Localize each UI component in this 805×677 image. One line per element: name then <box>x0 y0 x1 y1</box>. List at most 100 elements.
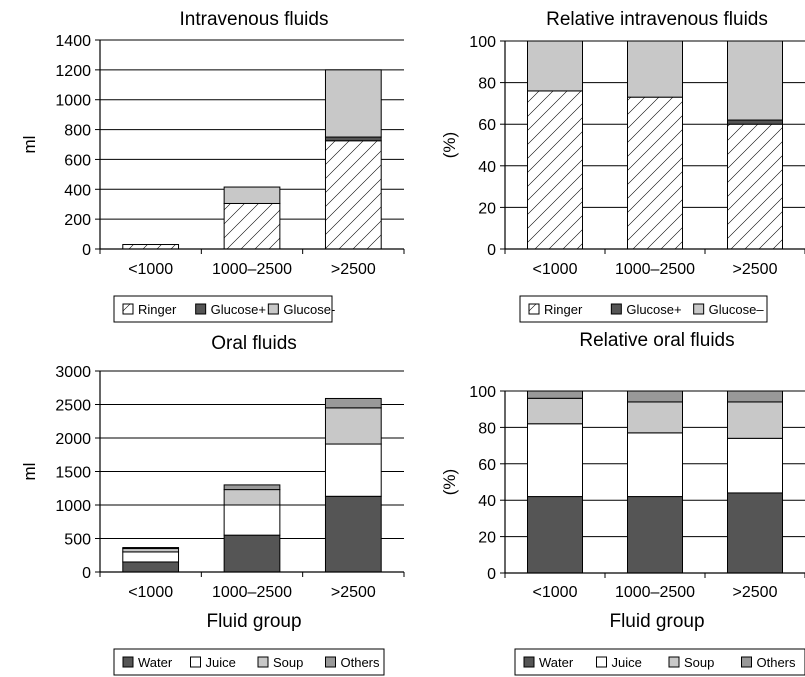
bar-juice-2 <box>627 432 683 498</box>
bar-glucose--3 <box>324 69 382 138</box>
x-axis-label: Fluid group <box>609 611 704 632</box>
y-tick-label: 20 <box>478 200 496 217</box>
bar-others-1 <box>527 390 583 399</box>
bar-ringer-1 <box>122 244 180 250</box>
bar-soup-2 <box>627 401 683 434</box>
legend-swatch <box>741 656 752 668</box>
y-tick-label: 20 <box>478 530 496 547</box>
legend-label: Water <box>539 655 574 670</box>
y-axis-label: (%) <box>440 132 459 158</box>
legend: Ringer Glucose+ Glucose- <box>113 295 335 323</box>
x-tick-label: 1000–2500 <box>212 584 292 601</box>
x-tick-label: >2500 <box>733 584 778 601</box>
bar-juice-1 <box>122 551 180 563</box>
y-tick-label: 100 <box>469 34 496 51</box>
chart-panel-2: Relative intravenous fluids (%) 0 20 40 60 80 1… <box>440 9 805 323</box>
bar-glucose--3 <box>324 136 382 142</box>
legend: Ringer Glucose+ Glucose– <box>519 295 768 323</box>
x-tick-label: >2500 <box>331 261 376 278</box>
chart-panel-4: Relative oral fluids (%) 0 20 40 60 80 100 <1000… <box>440 330 805 676</box>
legend-label: Glucose– <box>709 302 765 317</box>
legend-swatch <box>523 656 535 668</box>
x-tick-label: <1000 <box>128 261 173 278</box>
y-tick-label: 500 <box>64 532 91 549</box>
bar-others-3 <box>324 397 382 409</box>
legend-swatch <box>596 656 607 668</box>
y-tick-label: 1400 <box>55 33 91 50</box>
y-tick-label: 1500 <box>55 465 91 482</box>
x-tick-label: >2500 <box>733 261 778 278</box>
bar-glucose--3 <box>727 119 783 125</box>
bar-soup-1 <box>122 548 180 553</box>
bar-glucose--3 <box>727 40 783 121</box>
bar-water-1 <box>122 561 180 573</box>
legend-swatch <box>190 656 201 668</box>
bar-others-2 <box>223 484 281 491</box>
legend-swatch <box>267 303 279 315</box>
bar-juice-2 <box>223 504 281 536</box>
bar-ringer-1 <box>527 90 583 250</box>
chart-title: Oral fluids <box>211 333 297 354</box>
bar-others-2 <box>627 390 683 403</box>
bar-juice-3 <box>324 443 382 497</box>
legend-swatch <box>528 303 540 315</box>
y-tick-label: 60 <box>478 457 496 474</box>
x-tick-label: 1000–2500 <box>212 261 292 278</box>
bar-juice-1 <box>527 423 583 498</box>
legend-box <box>514 648 805 676</box>
legend-label: Soup <box>684 655 714 670</box>
chart-panel-3: Oral fluids ml 0 500 1000 1500 2000 2500 3000 <10… <box>20 333 405 676</box>
y-axis-label: ml <box>20 136 39 154</box>
bar-soup-1 <box>527 397 583 425</box>
bar-water-2 <box>223 534 281 573</box>
chart-title: Relative intravenous fluids <box>546 9 768 30</box>
legend-label: Water <box>138 655 173 670</box>
legend-swatch <box>668 656 680 668</box>
y-tick-label: 40 <box>478 493 496 510</box>
bar-glucose--2 <box>223 186 281 204</box>
y-tick-label: 100 <box>469 384 496 401</box>
bar-glucose--1 <box>527 40 583 92</box>
y-axis-label: ml <box>20 463 39 481</box>
y-tick-label: 0 <box>487 566 496 583</box>
legend-label: Others <box>757 655 797 670</box>
legend-label: Glucose- <box>283 302 335 317</box>
bar-others-3 <box>727 390 783 403</box>
y-tick-label: 200 <box>64 212 91 229</box>
legend: Water Juice Soup Others <box>113 648 385 676</box>
legend-label: Others <box>341 655 381 670</box>
bar-water-1 <box>527 496 583 574</box>
y-tick-label: 1000 <box>55 93 91 110</box>
y-tick-label: 3000 <box>55 364 91 381</box>
legend-swatch <box>122 656 134 668</box>
legend-swatch <box>257 656 269 668</box>
legend-label: Juice <box>206 655 236 670</box>
legend-label: Soup <box>273 655 303 670</box>
y-tick-label: 0 <box>82 242 91 259</box>
chart-title: Relative oral fluids <box>579 330 734 351</box>
legend-swatch <box>122 303 134 315</box>
bar-others-1 <box>122 547 180 550</box>
y-tick-label: 0 <box>82 565 91 582</box>
legend-label: Ringer <box>544 302 583 317</box>
legend-box <box>113 295 333 323</box>
x-tick-label: 1000–2500 <box>615 261 695 278</box>
y-tick-label: 40 <box>478 159 496 176</box>
bar-ringer-2 <box>223 202 281 250</box>
legend-label: Juice <box>612 655 642 670</box>
legend-label: Glucose+ <box>211 302 266 317</box>
bar-water-2 <box>627 496 683 574</box>
y-tick-label: 2000 <box>55 431 91 448</box>
legend-swatch <box>693 303 705 315</box>
legend-label: Ringer <box>138 302 177 317</box>
y-tick-label: 60 <box>478 117 496 134</box>
bar-juice-3 <box>727 437 783 494</box>
chart-title: Intravenous fluids <box>180 9 329 30</box>
chart-panel-1: Intravenous fluids ml 0 200 400 600 800 1000 120… <box>20 9 405 323</box>
y-tick-label: 800 <box>64 123 91 140</box>
legend-label: Glucose+ <box>626 302 681 317</box>
y-tick-label: 80 <box>478 76 496 93</box>
x-tick-label: <1000 <box>128 584 173 601</box>
legend-box <box>519 295 768 323</box>
